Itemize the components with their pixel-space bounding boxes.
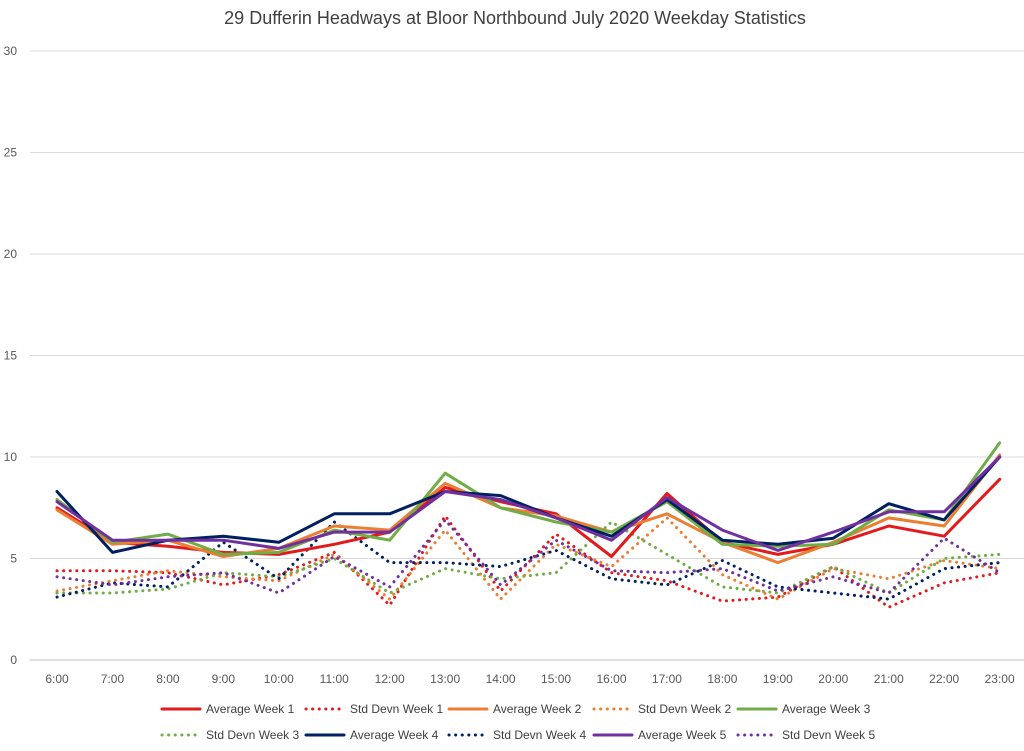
legend-label: Average Week 2 [493, 702, 582, 716]
x-tick-label: 22:00 [929, 672, 959, 686]
x-tick-label: 7:00 [101, 672, 125, 686]
legend-label: Std Devn Week 3 [206, 728, 299, 742]
legend-label: Std Devn Week 2 [638, 702, 731, 716]
series-line-std-devn-week-5 [55, 518, 1002, 595]
x-tick-label: 20:00 [818, 672, 848, 686]
y-tick-label: 5 [10, 552, 17, 566]
y-tick-label: 15 [4, 349, 18, 363]
y-tick-label: 25 [4, 146, 18, 160]
legend-item: Average Week 2 [447, 702, 582, 716]
y-tick-label: 10 [4, 450, 18, 464]
series-line-std-devn-week-1 [55, 514, 1002, 609]
legend-item: Std Devn Week 5 [736, 728, 875, 742]
x-tick-label: 17:00 [652, 672, 682, 686]
x-tick-label: 21:00 [874, 672, 904, 686]
x-tick-label: 10:00 [264, 672, 294, 686]
x-tick-label: 12:00 [375, 672, 405, 686]
legend-label: Std Devn Week 1 [350, 702, 443, 716]
x-tick-label: 19:00 [763, 672, 793, 686]
x-tick-label: 14:00 [486, 672, 516, 686]
x-tick-label: 16:00 [596, 672, 626, 686]
x-tick-label: 6:00 [45, 672, 69, 686]
series-line-average-week-4 [55, 455, 1002, 554]
chart-title: 29 Dufferin Headways at Bloor Northbound… [224, 8, 806, 28]
legend-item: Std Devn Week 4 [447, 728, 586, 742]
x-tick-label: 15:00 [541, 672, 571, 686]
x-tick-label: 8:00 [156, 672, 180, 686]
series-lines [55, 441, 1002, 609]
legend-item: Std Devn Week 1 [304, 702, 443, 716]
legend-item: Average Week 1 [160, 702, 295, 716]
y-tick-label: 20 [4, 247, 18, 261]
legend-label: Std Devn Week 4 [493, 728, 586, 742]
gridlines [30, 50, 1024, 661]
x-tick-label: 13:00 [430, 672, 460, 686]
y-axis-ticks: 0 5 10 15 20 25 30 [4, 44, 18, 667]
legend: Average Week 1 Std Devn Week 1 Average Wee… [160, 702, 875, 742]
x-tick-label: 23:00 [985, 672, 1015, 686]
y-tick-label: 0 [10, 653, 17, 667]
legend-item: Average Week 5 [592, 728, 727, 742]
legend-label: Average Week 5 [638, 728, 727, 742]
x-axis-ticks: 6:00 7:00 8:00 9:00 10:00 11:00 12:00 13:00 14:0… [45, 672, 1015, 686]
x-tick-label: 11:00 [320, 672, 349, 686]
y-tick-label: 30 [4, 44, 18, 58]
legend-label: Average Week 3 [782, 702, 871, 716]
series-line-average-week-3 [55, 441, 1002, 556]
series-line-average-week-5 [55, 455, 1002, 552]
legend-item: Average Week 3 [736, 702, 871, 716]
legend-item: Average Week 4 [304, 728, 439, 742]
legend-label: Average Week 1 [206, 702, 295, 716]
legend-label: Std Devn Week 5 [782, 728, 875, 742]
legend-item: Std Devn Week 2 [592, 702, 731, 716]
legend-item: Std Devn Week 3 [160, 728, 299, 742]
x-tick-label: 18:00 [707, 672, 737, 686]
series-line-std-devn-week-3 [55, 520, 1002, 595]
legend-label: Average Week 4 [350, 728, 439, 742]
x-tick-label: 9:00 [212, 672, 236, 686]
